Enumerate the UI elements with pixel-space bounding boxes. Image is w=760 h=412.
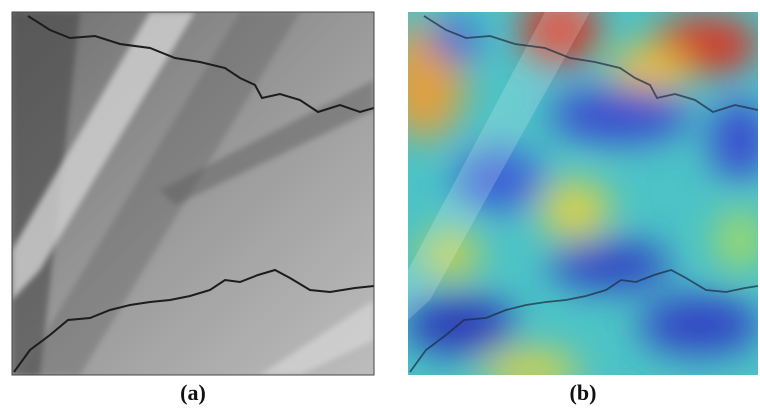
grayscale-photo bbox=[12, 12, 374, 375]
heatmap-overlay bbox=[385, 0, 760, 390]
panel-label: (a) bbox=[133, 380, 253, 406]
figure: (a) (b) bbox=[0, 0, 760, 412]
panel-label: (b) bbox=[523, 380, 643, 406]
figure-images bbox=[0, 0, 760, 412]
